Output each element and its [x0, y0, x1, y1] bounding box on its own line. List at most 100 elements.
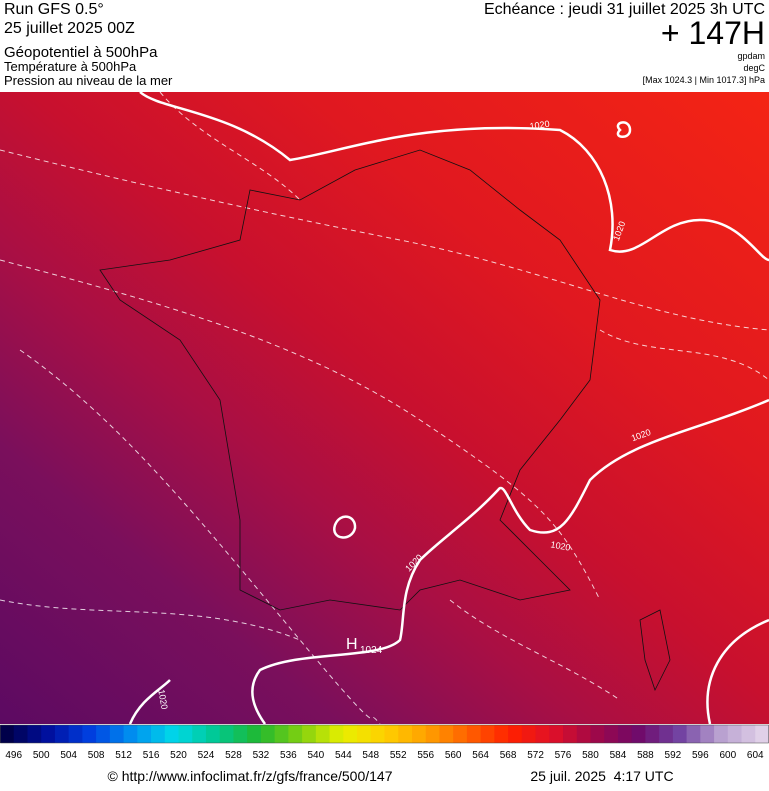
colorbar-label: 540: [307, 750, 324, 761]
colorbar-label: 604: [747, 750, 764, 761]
colorbar-cell: [315, 725, 331, 743]
colorbar-cell: [672, 725, 688, 743]
colorbar-cell: [604, 725, 619, 743]
colorbar-label: 572: [527, 750, 544, 761]
colorbar-cell: [164, 725, 180, 743]
high-symbol: H: [346, 636, 358, 653]
isobars: [128, 92, 769, 724]
colorbar-cell: [576, 725, 591, 743]
colorbar-cell: [54, 725, 70, 743]
colorbar-cell: [590, 725, 605, 743]
colorbar-cell: [508, 725, 523, 743]
unit: gpdam: [737, 51, 765, 61]
colorbar-cell: [563, 725, 578, 743]
colorbar-cell: [123, 725, 138, 743]
colorbar-label: 544: [335, 750, 352, 761]
colorbar-cell: [617, 725, 633, 743]
colorbar-cell: [96, 725, 111, 743]
colorbar-cell: [755, 725, 769, 743]
colorbar-cell: [659, 725, 674, 743]
colorbar-label: 576: [555, 750, 572, 761]
colorbar-label: 568: [500, 750, 517, 761]
high-value: 1024: [360, 645, 383, 656]
colorbar: 496 500 504 508 512 516 520 524 528 532 536 540 544 5…: [0, 724, 769, 761]
colorbar-label: 504: [60, 750, 77, 761]
colorbar-label: 520: [170, 750, 187, 761]
range: [Max 1024.3 | Min 1017.3] hPa: [643, 75, 765, 85]
colorbar-cell: [302, 725, 317, 743]
colorbar-cell: [68, 725, 83, 743]
colorbar-label: 496: [5, 750, 22, 761]
colorbar-label: 600: [719, 750, 736, 761]
colorbar-label: 596: [692, 750, 709, 761]
colorbar-cell: [288, 725, 303, 743]
colorbar-cell: [82, 725, 97, 743]
colorbar-label: 532: [253, 750, 270, 761]
contour-label: 1020: [529, 119, 550, 132]
colorbar-cell: [329, 725, 344, 743]
colorbar-label: 588: [637, 750, 654, 761]
colorbar-cell: [357, 725, 372, 743]
colorbar-label: 552: [390, 750, 407, 761]
colorbar-cell: [370, 725, 385, 743]
colorbar-cell: [41, 725, 56, 743]
colorbar-cell: [343, 725, 358, 743]
colorbar-cell: [645, 725, 660, 743]
isotherms: [0, 92, 769, 724]
colorbar-label: 548: [362, 750, 379, 761]
echeance: Echéance : jeudi 31 juillet 2025 3h UTC: [484, 1, 765, 18]
colorbar-label: 528: [225, 750, 242, 761]
colorbar-label: 584: [610, 750, 627, 761]
colorbar-label: 580: [582, 750, 599, 761]
contour-label: 1020: [550, 539, 571, 552]
colorbar-cell: [205, 725, 221, 743]
colorbar-label: 564: [472, 750, 489, 761]
colorbar-label: 524: [198, 750, 215, 761]
colorbar-cell: [549, 725, 564, 743]
colorbar-label: 512: [115, 750, 132, 761]
colorbar-cell: [535, 725, 550, 743]
colorbar-label: 536: [280, 750, 297, 761]
colorbar-cell: [700, 725, 715, 743]
colorbar-cell: [260, 725, 276, 743]
colorbar-cell: [480, 725, 495, 743]
colorbar-cell: [398, 725, 413, 743]
colorbar-cell: [411, 725, 427, 743]
colorbar-cell: [727, 725, 743, 743]
colorbar-cell: [247, 725, 262, 743]
colorbar-cell: [178, 725, 193, 743]
map: [0, 92, 769, 724]
colorbar-cell: [151, 725, 166, 743]
layer: Température à 500hPa: [4, 59, 137, 74]
run: Run GFS 0.5°: [4, 1, 104, 18]
colorbar-cell: [219, 725, 234, 743]
colorbar-cell: [425, 725, 440, 743]
colorbar-label: 592: [665, 750, 682, 761]
colorbar-label: 500: [33, 750, 50, 761]
layer: Géopotentiel à 500hPa: [4, 44, 158, 61]
colorbar-cell: [466, 725, 482, 743]
colorbar-label: 516: [143, 750, 160, 761]
colorbar-cell: [109, 725, 125, 743]
contour-label: 1020: [156, 689, 169, 710]
colorbar-label: 556: [417, 750, 434, 761]
unit: degC: [743, 63, 765, 73]
colorbar-cell: [192, 725, 207, 743]
colorbar-cell: [27, 725, 42, 743]
colorbar-cell: [631, 725, 646, 743]
run-date: 25 juillet 2025 00Z: [4, 20, 135, 37]
colorbar-cell: [384, 725, 399, 743]
footer-timestamp: 25 juil. 2025 4:17 UTC: [530, 768, 673, 784]
colorbar-cell: [137, 725, 152, 743]
temperature-field: [0, 92, 769, 724]
footer-url: © http://www.infoclimat.fr/z/gfs/france/…: [108, 768, 393, 784]
colorbar-cell: [521, 725, 537, 743]
colorbar-cell: [13, 725, 28, 743]
colorbar-cell: [0, 725, 15, 743]
colorbar-cell: [233, 725, 248, 743]
coastline: [99, 149, 671, 692]
colorbar-cell: [494, 725, 509, 743]
layer: Pression au niveau de la mer: [4, 73, 173, 88]
